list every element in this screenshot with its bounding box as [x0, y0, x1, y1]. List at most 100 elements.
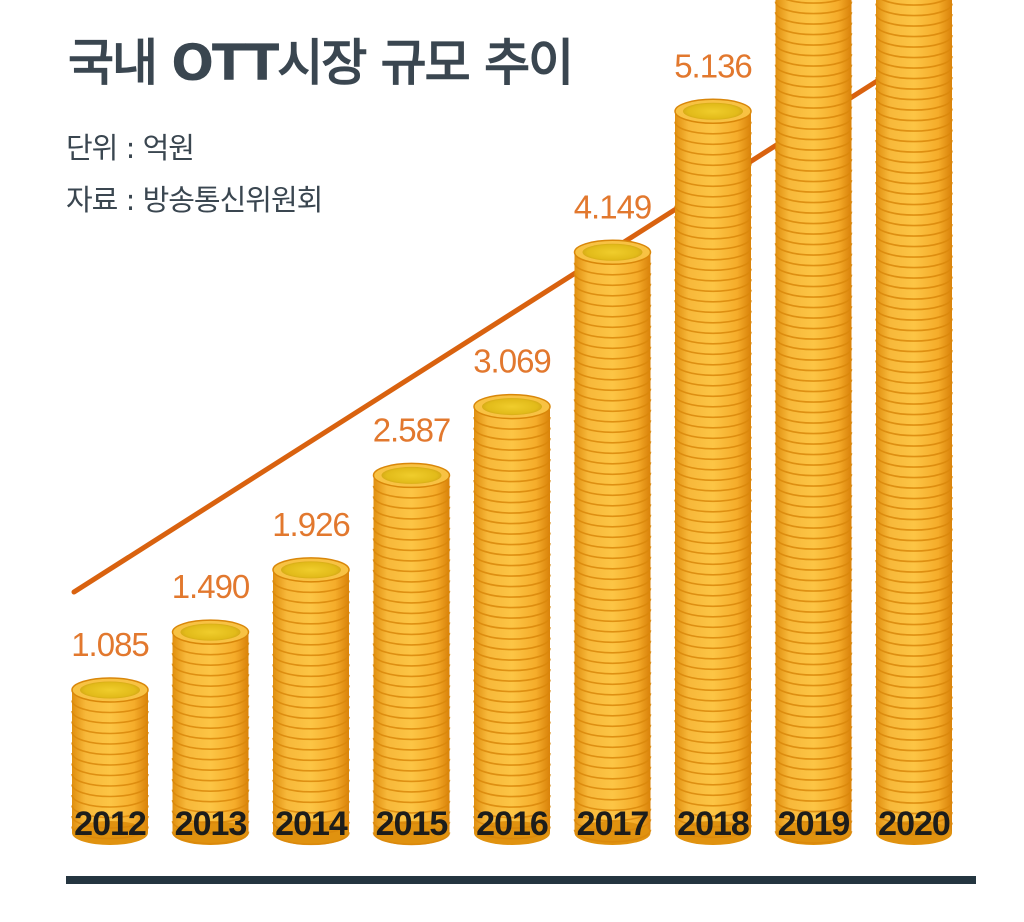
coin-edge [372, 601, 451, 615]
coin-edge [573, 829, 652, 843]
coin-edge [774, 368, 853, 382]
coin-edge [573, 493, 652, 507]
coin-edge [774, 74, 853, 88]
coin-edge [774, 610, 853, 624]
coin-edge [875, 97, 953, 111]
coin-edge [674, 552, 752, 566]
coin-edge [272, 779, 350, 793]
coin-edge [875, 265, 953, 279]
coin-edge [473, 574, 551, 588]
coin-edge [875, 496, 953, 510]
coin-edge [473, 763, 551, 777]
coin-edge [774, 694, 853, 708]
coin-edge [272, 790, 350, 804]
coin-edge [573, 388, 652, 402]
coin-edge [674, 657, 752, 671]
coin-edge [774, 830, 853, 844]
coin-edge [171, 810, 250, 824]
coin-edge [473, 626, 551, 640]
coin-edge [774, 326, 853, 340]
coin-edge [875, 318, 953, 332]
coin-edge [272, 643, 350, 657]
coin-edge [573, 283, 652, 297]
value-label: 1.490 [172, 568, 250, 605]
coin-edge [573, 766, 652, 780]
coin-edge [473, 742, 551, 756]
category-label: 2016 [476, 805, 548, 843]
category-label: 2018 [677, 805, 749, 843]
coin-edge [372, 496, 451, 510]
coin-edge [774, 452, 853, 466]
coin-edge [774, 725, 853, 739]
coin-top-face [180, 623, 241, 641]
coin-edge [272, 832, 350, 846]
coin-edge [774, 64, 853, 78]
coin-edge [674, 247, 752, 261]
coin-edge [875, 108, 953, 122]
coin-edge [774, 515, 853, 529]
coin-edge [875, 13, 953, 27]
coin-edge [573, 609, 652, 623]
coin-edge [881, 0, 947, 6]
coin-edge [674, 730, 752, 744]
value-label: 5.136 [674, 47, 752, 84]
coin-edge [272, 664, 350, 678]
coin-edge [171, 800, 250, 813]
coin-edge [674, 646, 752, 660]
coin-edge [785, 0, 842, 4]
coin-edge [573, 567, 652, 581]
coin-edge [774, 242, 853, 256]
coin-edge [774, 106, 853, 120]
coin-edge [573, 399, 652, 413]
coin-edge [372, 758, 451, 772]
coin-edge [573, 315, 652, 329]
coin-edge [774, 127, 853, 141]
coin-edge [875, 559, 953, 573]
coin-edge [875, 129, 953, 143]
coin-edge [171, 642, 250, 656]
coin-edge [875, 601, 953, 615]
coin-edge [774, 200, 853, 214]
coin-edge [875, 276, 953, 290]
coin-edge [674, 342, 752, 356]
bar-coin-stack-2020: 20207.801 [875, 0, 953, 845]
coin-edge [372, 769, 451, 783]
coin-edge [774, 389, 853, 403]
coin-edge [573, 693, 652, 707]
coin-edge [573, 346, 652, 360]
coin-edge [473, 605, 551, 619]
coin-edge [372, 821, 451, 835]
coin-edge [774, 778, 853, 792]
coin-edge [875, 370, 953, 384]
coin-edge [875, 486, 953, 500]
coin-edge [774, 473, 853, 487]
coin-edge [674, 457, 752, 471]
coin-edge [473, 521, 551, 535]
coin-edge [875, 717, 953, 731]
coin-edge [272, 800, 350, 814]
coin-edge [473, 416, 551, 430]
coin-edge [272, 727, 350, 741]
coin-edge [774, 746, 853, 760]
coin-edge [674, 751, 752, 765]
coin-edge [774, 641, 853, 655]
coin-edge [774, 11, 853, 25]
coin-edge [674, 772, 752, 786]
coin-edge [573, 451, 652, 465]
coin-edge [774, 715, 853, 729]
coin-edge [774, 820, 853, 834]
coin-edge [674, 499, 752, 513]
coin-edge [573, 273, 652, 287]
coin-edge [171, 768, 250, 782]
coin-edge [272, 674, 350, 688]
coin-edge [774, 631, 853, 645]
coin-edge [473, 479, 551, 493]
coin-edge [774, 557, 853, 571]
coin-edge [573, 378, 652, 392]
coin-edge [674, 699, 752, 713]
coin-edge [875, 223, 953, 237]
coin-edge [674, 793, 752, 807]
coin-edge [171, 705, 250, 719]
coin-edge [674, 373, 752, 387]
